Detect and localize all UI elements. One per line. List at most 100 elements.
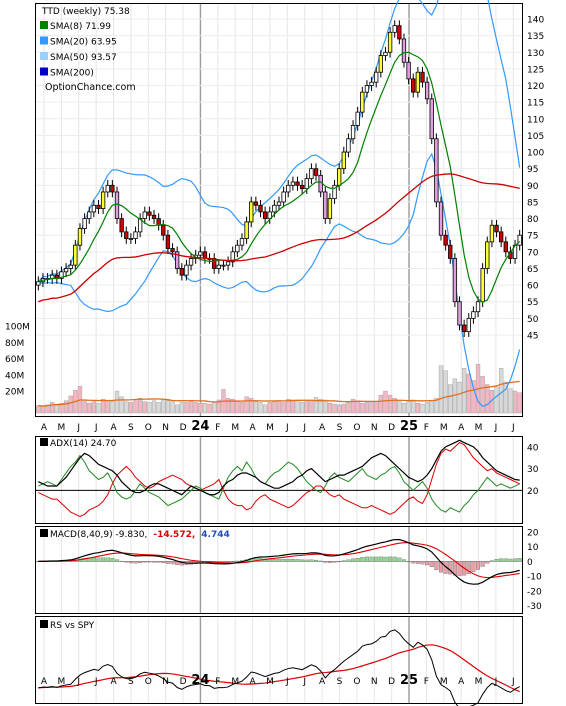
- bollinger-bands: [37, 0, 521, 408]
- candle-body: [304, 178, 309, 190]
- macd-histogram-bar: [489, 560, 494, 562]
- volume-bar: [420, 403, 425, 414]
- macd-histogram-bar: [161, 561, 166, 564]
- macd-histogram-bar: [327, 561, 332, 563]
- month-label: N: [371, 677, 378, 687]
- volume-bar: [457, 381, 462, 414]
- macd-histogram-bar: [471, 561, 476, 572]
- month-label: J: [76, 423, 80, 433]
- volume-bar: [105, 400, 110, 414]
- month-label: J: [94, 423, 98, 433]
- volume-bar: [397, 400, 402, 414]
- month-label: D: [388, 423, 395, 433]
- adx-legend-swatch: [40, 438, 48, 446]
- volume-bar: [91, 401, 97, 414]
- candle-body: [499, 231, 504, 243]
- volume-bar: [327, 403, 333, 414]
- volume-bar: [253, 401, 259, 414]
- candle-body: [105, 184, 110, 193]
- candle-body: [374, 71, 379, 83]
- volume-bar: [512, 390, 518, 414]
- macd-histogram-bar: [170, 561, 175, 565]
- legend-entry: SMA(50) 93.57: [50, 53, 117, 63]
- volume-bar: [262, 404, 268, 414]
- month-label: D: [388, 677, 395, 687]
- candle-body: [448, 244, 453, 259]
- volume-bar: [193, 402, 198, 414]
- macd-histogram-bar: [513, 558, 518, 562]
- plus-di-line: [38, 454, 520, 513]
- macd-histogram-bar: [230, 561, 235, 563]
- volume-bar: [369, 401, 374, 414]
- volume-bar: [480, 376, 485, 414]
- macd-histogram-bar: [397, 557, 402, 562]
- volume-bar: [429, 400, 434, 414]
- volume-bar: [499, 368, 504, 414]
- volume-bar: [54, 403, 59, 414]
- month-label: O: [145, 423, 152, 433]
- macd-histogram-bar: [272, 559, 277, 562]
- axis-labels: AAMMJJJJAASSOONNDD2424FFMMAAMMJJJJAASSOO…: [5, 16, 544, 689]
- month-label: 25: [400, 419, 418, 434]
- candle-body: [161, 224, 166, 236]
- candle-body: [235, 244, 240, 253]
- macd-line: [38, 538, 520, 585]
- price-tick-label: 105: [527, 132, 544, 142]
- month-label: 24: [191, 419, 209, 434]
- macd-tick-label: -30: [527, 602, 542, 612]
- month-label: A: [319, 423, 326, 433]
- volume-bar: [281, 402, 286, 414]
- candle-body: [87, 211, 92, 219]
- volume-bar: [96, 403, 101, 414]
- volume-bar: [346, 402, 351, 414]
- macd-histogram-bar: [508, 558, 513, 562]
- volume-bar: [406, 401, 411, 414]
- price-tick-label: 100: [527, 149, 544, 159]
- macd-histogram-bar: [253, 558, 258, 562]
- volume-bar: [471, 380, 476, 414]
- macd-histogram-bar: [235, 560, 240, 562]
- month-label: A: [319, 677, 326, 687]
- candle-body: [438, 201, 444, 236]
- macd-hist-value: 4.744: [201, 530, 229, 540]
- macd-histogram-bar: [406, 561, 411, 563]
- candle-body: [133, 231, 138, 239]
- candle-body: [59, 271, 64, 279]
- candle-body: [272, 204, 277, 213]
- month-label: A: [41, 423, 48, 433]
- macd-histogram-bar: [304, 559, 309, 562]
- candle-body: [91, 204, 97, 213]
- sma50-line: [38, 173, 520, 303]
- candle-body: [327, 198, 333, 219]
- month-label: N: [162, 423, 169, 433]
- month-label: O: [353, 423, 360, 433]
- macd-histogram-bar: [457, 561, 462, 576]
- volume-bar: [100, 398, 106, 414]
- price-tick-label: 85: [527, 198, 538, 208]
- legend-entry: SMA(8) 71.99: [50, 22, 111, 32]
- volume-bar: [133, 400, 138, 414]
- month-label: F: [424, 423, 429, 433]
- price-tick-label: 115: [527, 99, 544, 109]
- macd-histogram-bar: [401, 559, 406, 562]
- candle-body: [221, 264, 226, 267]
- price-tick-label: 125: [527, 65, 544, 75]
- candle-body: [337, 168, 342, 186]
- macd-series: [36, 538, 522, 585]
- macd-histogram-bar: [105, 557, 110, 562]
- candle-body: [137, 218, 143, 233]
- macd-histogram-bar: [369, 556, 374, 562]
- macd-histogram-bar: [332, 561, 337, 563]
- macd-histogram-bar: [517, 558, 522, 562]
- month-label: A: [458, 423, 465, 433]
- macd-label: MACD(8,40,9) -9.830, -14.572, 4.744: [50, 530, 230, 540]
- macd-tick-label: -20: [527, 587, 542, 597]
- macd-tick-label: 20: [527, 528, 539, 538]
- volume-bar: [313, 397, 319, 414]
- candle-body: [119, 218, 124, 233]
- macd-histogram-bar: [290, 558, 295, 562]
- volume-bar: [63, 400, 69, 414]
- macd-histogram-bar: [438, 561, 444, 573]
- macd-histogram-bar: [295, 559, 300, 562]
- volume-bar: [364, 402, 370, 414]
